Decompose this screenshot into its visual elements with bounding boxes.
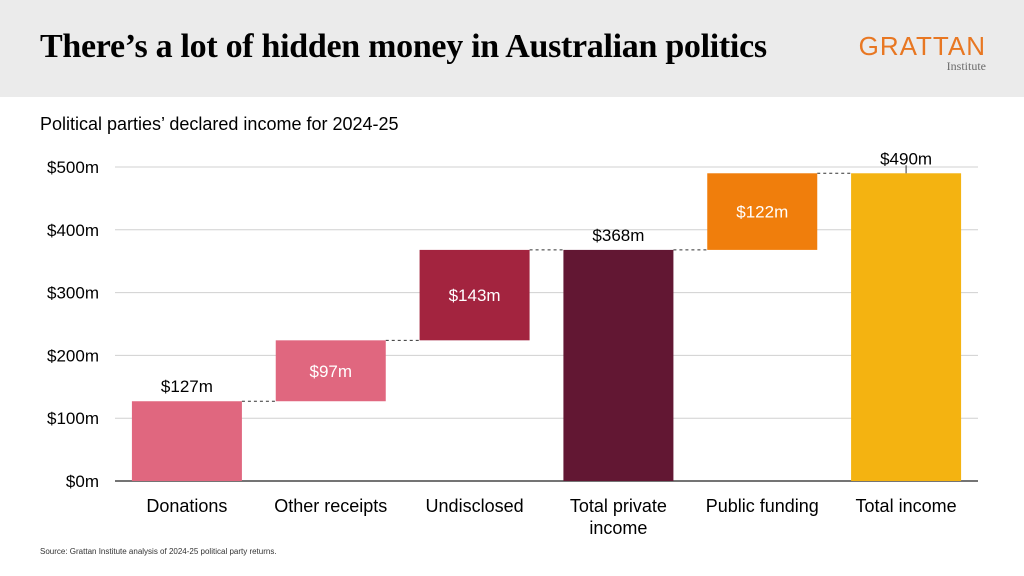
bar (851, 173, 962, 481)
y-tick-label: $400m (47, 221, 99, 240)
bar (563, 249, 674, 481)
grattan-logo: GRATTAN Institute (859, 33, 986, 72)
page-title: There’s a lot of hidden money in Austral… (40, 28, 767, 65)
bar (419, 249, 530, 341)
data-label: $490m (880, 149, 932, 168)
logo-subtext: Institute (946, 59, 986, 73)
category-label: Total income (856, 496, 957, 516)
data-label: $122m (736, 203, 788, 222)
category-label: Other receipts (274, 496, 387, 516)
data-label: $97m (309, 362, 352, 381)
data-label: $368m (592, 226, 644, 245)
category-label: Total private (570, 496, 667, 516)
data-label: $127m (161, 377, 213, 396)
source-note: Source: Grattan Institute analysis of 20… (40, 547, 277, 556)
y-tick-label: $200m (47, 346, 99, 365)
logo-wordmark: GRATTAN (858, 31, 986, 61)
bar (131, 401, 242, 481)
y-tick-label: $500m (47, 158, 99, 177)
y-tick-label: $300m (47, 284, 99, 303)
category-label: Donations (146, 496, 227, 516)
data-label: $143m (449, 286, 501, 305)
category-label: Undisclosed (426, 496, 524, 516)
y-tick-label: $100m (47, 409, 99, 428)
bar (275, 340, 386, 402)
bar (707, 173, 818, 250)
category-label: Public funding (706, 496, 819, 516)
category-label: income (589, 518, 647, 538)
chart-title: Political parties’ declared income for 2… (40, 114, 399, 134)
y-tick-label: $0m (66, 472, 99, 491)
header-bar: There’s a lot of hidden money in Austral… (0, 0, 1024, 97)
